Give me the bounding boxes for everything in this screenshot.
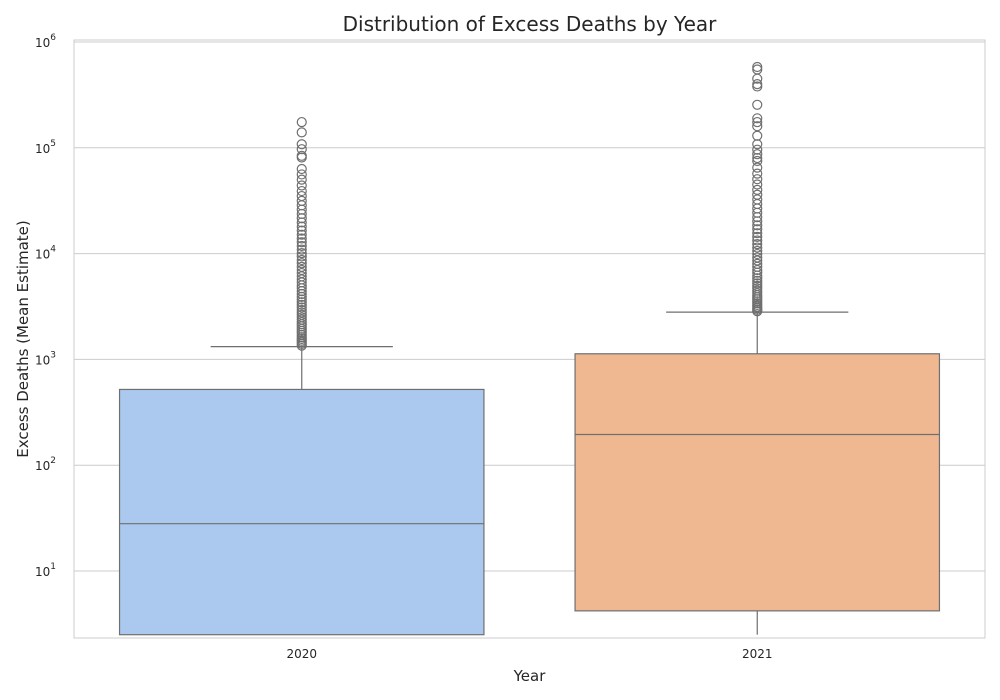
outlier-point xyxy=(296,169,307,180)
outlier-point xyxy=(752,228,763,239)
y-tick-label-0: 101 xyxy=(35,562,56,579)
outlier-point xyxy=(296,312,307,323)
outlier-point xyxy=(296,307,307,318)
outlier-point xyxy=(296,221,307,232)
boxes-layer xyxy=(118,61,941,636)
outlier-point xyxy=(752,99,763,110)
outlier-point xyxy=(752,168,763,179)
y-tick-label-2: 103 xyxy=(35,350,56,367)
y-tick-label-5: 106 xyxy=(35,33,56,50)
outlier-point xyxy=(752,224,763,235)
box-2020 xyxy=(118,116,485,636)
outlier-point xyxy=(296,261,307,272)
x-axis-ticks: 2020 2021 xyxy=(286,647,772,661)
outlier-point xyxy=(752,255,763,266)
box-body xyxy=(574,353,941,612)
outlier-point xyxy=(296,297,307,308)
y-tick-label-4: 105 xyxy=(35,139,56,156)
outlier-point xyxy=(752,248,763,260)
outlier-point xyxy=(752,231,763,242)
outlier-point xyxy=(752,144,763,155)
outlier-point xyxy=(296,254,307,266)
outlier-point xyxy=(296,144,307,155)
outlier-point xyxy=(752,278,763,289)
outlier-point xyxy=(752,64,763,75)
outlier-point xyxy=(296,139,307,150)
y-axis-ticks: 101 102 103 104 105 106 xyxy=(35,33,56,579)
outlier-point xyxy=(296,299,307,310)
outlier-point xyxy=(296,251,307,262)
outlier-point xyxy=(752,155,763,167)
outlier-point xyxy=(296,116,307,128)
outlier-point xyxy=(752,258,763,269)
outlier-point xyxy=(296,304,307,316)
y-axis-label: Excess Deaths (Mean Estimate) xyxy=(14,220,32,458)
outlier-point xyxy=(296,258,307,269)
outlier-point xyxy=(296,267,307,279)
outlier-point xyxy=(296,225,307,236)
outlier-point xyxy=(296,264,307,276)
outlier-point xyxy=(752,121,763,132)
outlier-point xyxy=(752,79,763,90)
outlier-point xyxy=(296,190,307,202)
outlier-point xyxy=(296,244,307,255)
outlier-point xyxy=(752,149,763,160)
outlier-point xyxy=(296,174,307,185)
outlier-point xyxy=(752,245,763,257)
outlier-point xyxy=(296,248,307,259)
chart-title: Distribution of Excess Deaths by Year xyxy=(343,12,718,36)
outlier-point xyxy=(752,252,763,263)
outlier-point xyxy=(296,229,307,240)
y-tick-label-1: 102 xyxy=(35,456,56,473)
x-axis-label: Year xyxy=(513,667,547,685)
x-tick-label-2020: 2020 xyxy=(286,647,317,661)
box-2021 xyxy=(574,61,941,635)
outlier-point xyxy=(752,280,763,292)
outlier-point xyxy=(752,189,763,200)
outlier-point xyxy=(752,174,763,185)
outlier-point xyxy=(296,195,307,206)
outlier-point xyxy=(752,235,763,246)
outlier-point xyxy=(752,275,763,286)
outlier-point xyxy=(296,233,307,244)
outlier-point xyxy=(752,220,763,231)
outlier-point xyxy=(296,302,307,313)
outlier-point xyxy=(296,185,307,197)
outlier-point xyxy=(752,184,763,196)
box-body xyxy=(118,388,485,636)
outlier-point xyxy=(752,113,763,124)
x-tick-label-2021: 2021 xyxy=(742,647,773,661)
outlier-point xyxy=(752,273,763,284)
outlier-point xyxy=(752,242,763,253)
outlier-point xyxy=(296,127,307,138)
outlier-point xyxy=(752,238,763,250)
outlier-point xyxy=(752,179,763,190)
outlier-point xyxy=(752,152,763,164)
outlier-point xyxy=(296,237,307,248)
outlier-point xyxy=(752,61,763,73)
y-tick-label-3: 104 xyxy=(35,245,56,262)
outlier-point xyxy=(752,116,763,128)
outlier-point xyxy=(296,150,307,161)
outlier-point xyxy=(296,240,307,252)
outlier-point xyxy=(296,163,307,175)
outlier-point xyxy=(296,180,307,191)
